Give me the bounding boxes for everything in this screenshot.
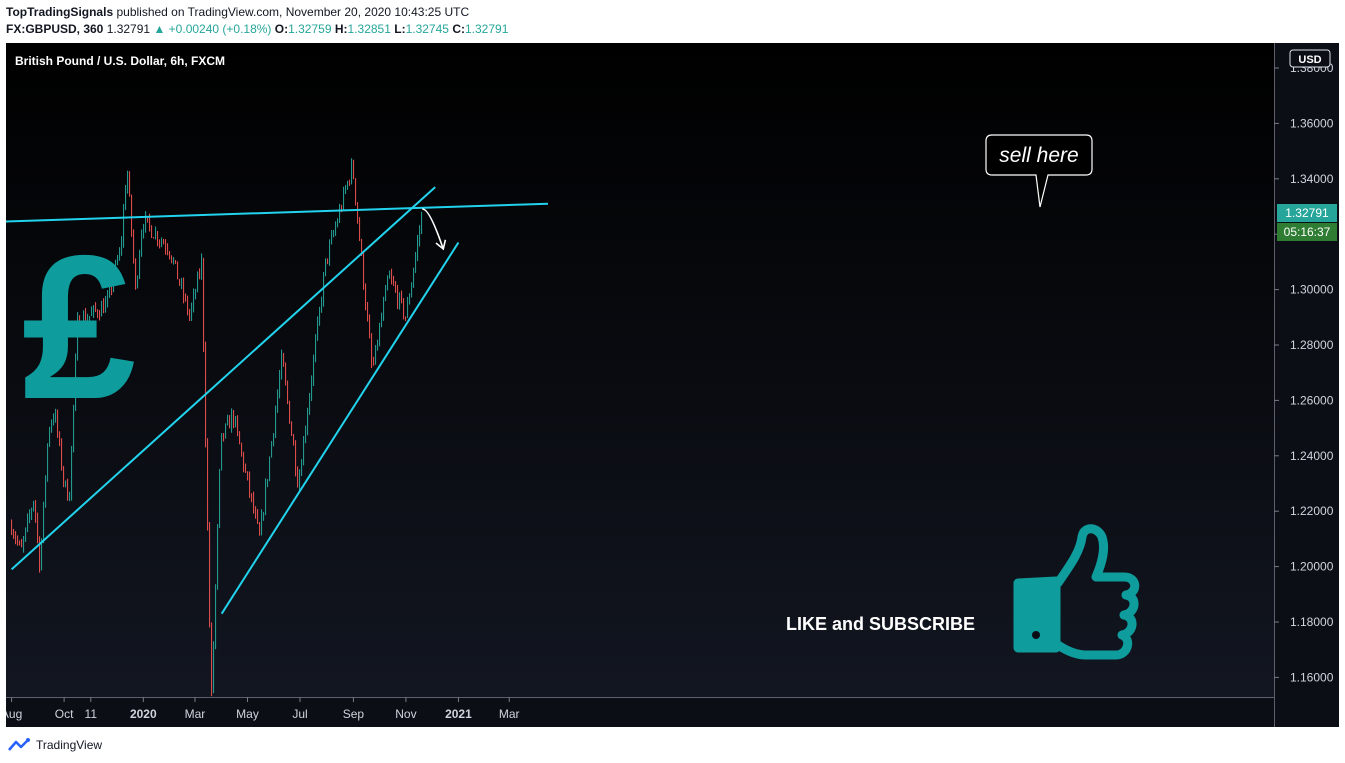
open-label: O:: [274, 22, 289, 36]
footer-brand[interactable]: TradingView: [8, 736, 102, 754]
symbol-label: FX:GBPUSD, 360: [6, 22, 104, 36]
last-price-badge: 1.32791 05:16:37: [1277, 204, 1337, 241]
x-axis-ticks: Aug Oct 11 2020 Mar May Jul Sep Nov 2021 Mar: [6, 697, 520, 721]
x-tick-label: Sep: [343, 707, 365, 721]
y-tick-label: 1.28000: [1290, 338, 1334, 352]
close-value: 1.32791: [464, 22, 509, 36]
time-axis-panel[interactable]: [6, 697, 1274, 727]
promo-text: LIKE and SUBSCRIBE: [786, 614, 975, 634]
x-tick-label: 2020: [130, 707, 157, 721]
trendline-resistance: [6, 202, 549, 223]
y-tick-label: 1.18000: [1290, 615, 1334, 629]
x-tick-label: Oct: [55, 707, 74, 721]
trendlines-layer: [6, 186, 549, 615]
sell-here-callout[interactable]: sell here: [985, 134, 1093, 208]
x-tick-label: Jul: [292, 707, 307, 721]
publisher-name[interactable]: TopTradingSignals: [6, 5, 114, 19]
y-tick-label: 1.36000: [1290, 116, 1334, 130]
open-value: 1.32759: [288, 22, 332, 36]
price-change: +0.00240 (+0.18%): [168, 22, 272, 36]
candles-layer: [11, 158, 423, 697]
y-tick-label: 1.16000: [1290, 670, 1334, 684]
price-chart[interactable]: 1.380001.360001.340001.320001.300001.280…: [6, 43, 1339, 727]
price-axis-panel[interactable]: [1274, 43, 1339, 727]
x-tick-label: May: [236, 707, 259, 721]
currency-text: USD: [1298, 54, 1321, 66]
publish-line: TopTradingSignals published on TradingVi…: [6, 5, 469, 19]
pound-sign-icon: £: [22, 213, 136, 442]
y-tick-label: 1.24000: [1290, 449, 1334, 463]
high-label: H:: [334, 22, 348, 36]
low-value: 1.32745: [405, 22, 449, 36]
x-tick-label: 11: [85, 707, 98, 721]
high-value: 1.32851: [347, 22, 391, 36]
x-tick-label: 2021: [445, 707, 472, 721]
y-tick-label: 1.22000: [1290, 504, 1334, 518]
currency-label[interactable]: USD: [1289, 49, 1331, 68]
chart-background: [6, 43, 1339, 727]
y-tick-label: 1.30000: [1290, 283, 1334, 297]
trendline-lower-wedge: [220, 241, 460, 615]
trendline-upper-wedge: [10, 186, 436, 571]
x-tick-label: Nov: [395, 707, 416, 721]
projection-arrow: [422, 208, 447, 251]
low-label: L:: [394, 22, 406, 36]
x-tick-label: Mar: [185, 707, 206, 721]
x-tick-label: Aug: [6, 707, 22, 721]
symbol-line: FX:GBPUSD, 360 1.32791 ▲ +0.00240 (+0.18…: [6, 22, 508, 36]
last-price: 1.32791: [106, 22, 151, 36]
countdown-badge-text: 05:16:37: [1284, 225, 1331, 239]
footer-brand-text: TradingView: [36, 738, 103, 752]
y-tick-label: 1.20000: [1290, 560, 1334, 574]
last-price-badge-text: 1.32791: [1285, 206, 1329, 220]
x-tick-label: Mar: [499, 707, 520, 721]
up-arrow-icon: ▲: [153, 22, 166, 36]
callout-text: sell here: [999, 144, 1078, 167]
close-label: C:: [452, 22, 465, 36]
callout-bubble: [985, 134, 1093, 208]
publish-info: published on TradingView.com, November 2…: [116, 5, 470, 19]
thumbs-up-icon: [1013, 524, 1140, 660]
y-tick-label: 1.34000: [1290, 172, 1334, 186]
tradingview-logo-icon: [8, 738, 30, 751]
chart-title: British Pound / U.S. Dollar, 6h, FXCM: [15, 54, 225, 68]
y-tick-label: 1.26000: [1290, 393, 1334, 407]
